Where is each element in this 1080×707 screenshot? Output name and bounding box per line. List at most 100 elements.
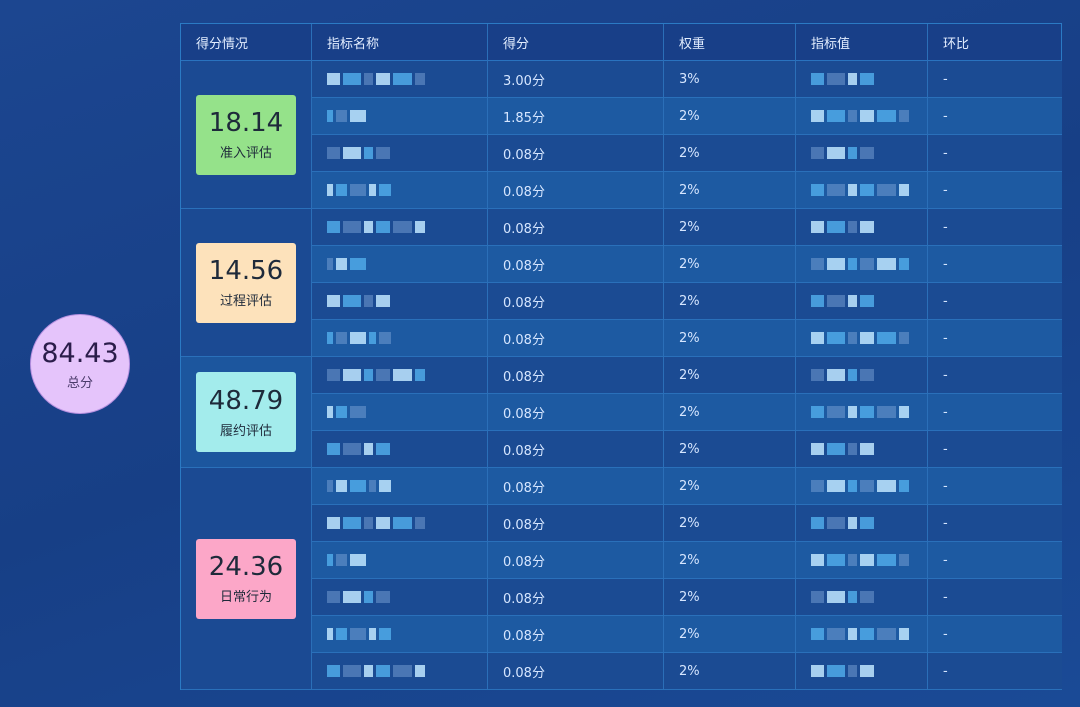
redacted-text <box>327 73 425 85</box>
table-row[interactable]: 0.08分 2% - <box>312 246 1062 283</box>
column-header: 得分 <box>488 24 664 61</box>
weight-cell: 2% <box>664 431 796 467</box>
redacted-text <box>327 295 390 307</box>
redacted-text <box>327 221 425 233</box>
column-header: 得分情况 <box>181 24 312 61</box>
group-score-value: 24.36 <box>208 552 284 582</box>
redacted-text <box>327 258 366 270</box>
redacted-text <box>811 443 874 455</box>
table-row[interactable]: 0.08分 2% - <box>312 616 1062 653</box>
redacted-text <box>811 73 874 85</box>
indicator-name-cell <box>312 579 488 615</box>
group-score-label: 履约评估 <box>219 423 272 439</box>
indicator-value-cell <box>796 468 928 504</box>
group-score-value: 18.14 <box>208 108 284 138</box>
column-header: 环比 <box>943 37 970 52</box>
score-cell: 0.08分 <box>488 394 664 430</box>
table-row[interactable]: 0.08分 2% - <box>312 394 1062 431</box>
weight-cell: 2% <box>664 505 796 541</box>
group-score-label: 准入评估 <box>219 146 272 161</box>
weight-cell: 2% <box>664 357 796 393</box>
score-cell: 1.85分 <box>488 98 664 134</box>
score-cell: 0.08分 <box>488 542 664 578</box>
indicator-value-cell <box>796 431 928 467</box>
weight-cell: 2% <box>664 98 796 134</box>
redacted-text <box>811 295 874 307</box>
redacted-text <box>327 147 390 159</box>
indicator-name-cell <box>312 357 488 393</box>
score-cell: 0.08分 <box>488 246 664 282</box>
table-row[interactable]: 0.08分 2% - <box>312 542 1062 579</box>
redacted-text <box>327 110 366 122</box>
weight-cell: 2% <box>664 468 796 504</box>
change-cell: - <box>943 71 948 87</box>
indicator-name-cell <box>312 246 488 282</box>
indicator-value-cell <box>796 98 928 134</box>
redacted-text <box>811 147 874 159</box>
table-row[interactable]: 0.08分 2% - <box>312 579 1062 616</box>
table-row[interactable]: 1.85分 2% - <box>312 98 1062 135</box>
redacted-text <box>327 369 425 381</box>
redacted-text <box>811 665 874 677</box>
indicator-name-cell <box>312 394 488 430</box>
indicator-value-cell <box>796 135 928 171</box>
table-row[interactable]: 0.08分 2% - <box>312 357 1062 394</box>
indicator-value-cell <box>796 246 928 282</box>
indicator-name-cell <box>312 505 488 541</box>
indicator-name-cell <box>312 320 488 356</box>
table-row[interactable]: 3.00分 3% - <box>312 61 1062 98</box>
redacted-text <box>327 184 391 196</box>
indicator-value-cell <box>796 542 928 578</box>
table-row[interactable]: 0.08分 2% - <box>312 283 1062 320</box>
table-row[interactable]: 0.08分 2% - <box>312 468 1062 505</box>
weight-cell: 2% <box>664 135 796 171</box>
table-row[interactable]: 0.08分 2% - <box>312 172 1062 209</box>
table-row[interactable]: 0.08分 2% - <box>312 209 1062 246</box>
total-score-label: 总分 <box>66 375 93 391</box>
redacted-text <box>811 554 909 566</box>
redacted-text <box>327 665 425 677</box>
indicator-value-cell <box>796 357 928 393</box>
table-row[interactable]: 0.08分 2% - <box>312 431 1062 468</box>
group-score-label: 日常行为 <box>219 590 272 605</box>
change-cell: - <box>943 404 948 420</box>
indicator-name-cell <box>312 209 488 245</box>
change-cell: - <box>943 441 948 457</box>
weight-cell: 2% <box>664 579 796 615</box>
indicator-name-cell <box>312 172 488 208</box>
score-cell: 0.08分 <box>488 431 664 467</box>
redacted-text <box>811 221 874 233</box>
redacted-text <box>327 628 391 640</box>
change-cell: - <box>943 256 948 272</box>
group-score-value: 48.79 <box>208 385 284 416</box>
change-cell: - <box>943 219 948 235</box>
table-row[interactable]: 0.08分 2% - <box>312 505 1062 542</box>
indicator-name-cell <box>312 61 488 97</box>
indicator-value-cell <box>796 505 928 541</box>
redacted-text <box>811 628 909 640</box>
indicator-name-cell <box>312 616 488 652</box>
redacted-text <box>811 480 909 492</box>
redacted-text <box>811 591 874 603</box>
change-cell: - <box>943 663 948 679</box>
table-row[interactable]: 0.08分 2% - <box>312 320 1062 357</box>
weight-cell: 2% <box>664 283 796 319</box>
redacted-text <box>811 406 909 418</box>
indicator-value-cell <box>796 616 928 652</box>
table-row[interactable]: 0.08分 2% - <box>312 135 1062 172</box>
indicator-name-cell <box>312 283 488 319</box>
table-row[interactable]: 0.08分 2% - <box>312 653 1062 690</box>
change-cell: - <box>943 182 948 198</box>
score-cell: 0.08分 <box>488 357 664 393</box>
redacted-text <box>811 184 909 196</box>
change-cell: - <box>943 626 948 642</box>
weight-cell: 2% <box>664 320 796 356</box>
weight-cell: 2% <box>664 616 796 652</box>
weight-cell: 2% <box>664 542 796 578</box>
redacted-text <box>327 591 390 603</box>
score-group-cell: 24.36 日常行为 <box>181 468 312 690</box>
weight-cell: 2% <box>664 246 796 282</box>
column-header: 指标名称 <box>312 24 488 61</box>
redacted-text <box>811 369 874 381</box>
column-header: 指标值 <box>796 24 928 61</box>
